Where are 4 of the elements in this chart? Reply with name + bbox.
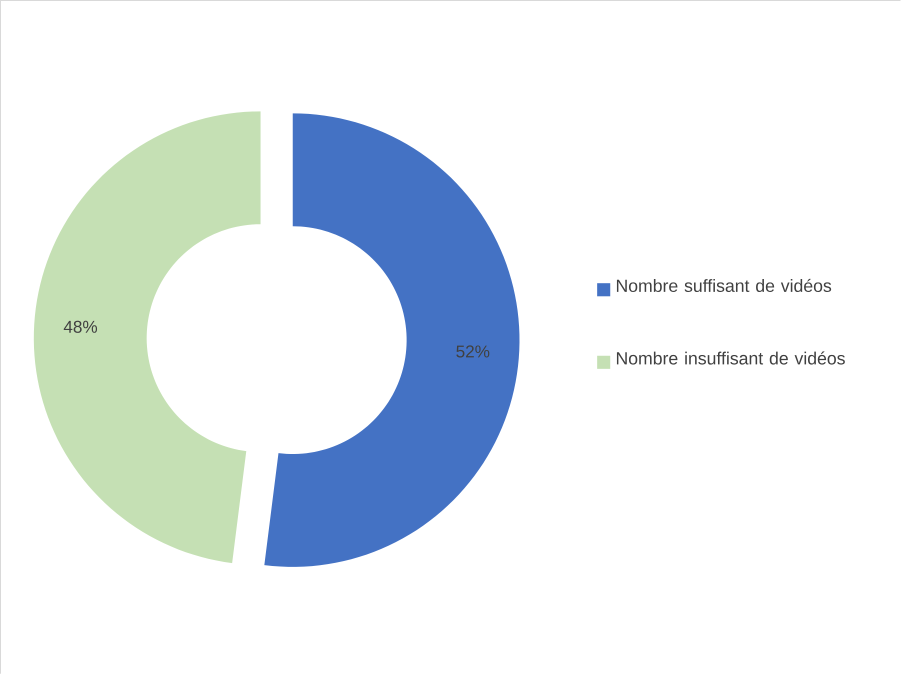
legend-label: Nombre insuffisant de vidéos	[616, 351, 845, 364]
data-label: 48%	[64, 320, 98, 333]
legend-label: Nombre suffisant de vidéos	[616, 278, 832, 292]
data-label: 52%	[456, 345, 490, 358]
